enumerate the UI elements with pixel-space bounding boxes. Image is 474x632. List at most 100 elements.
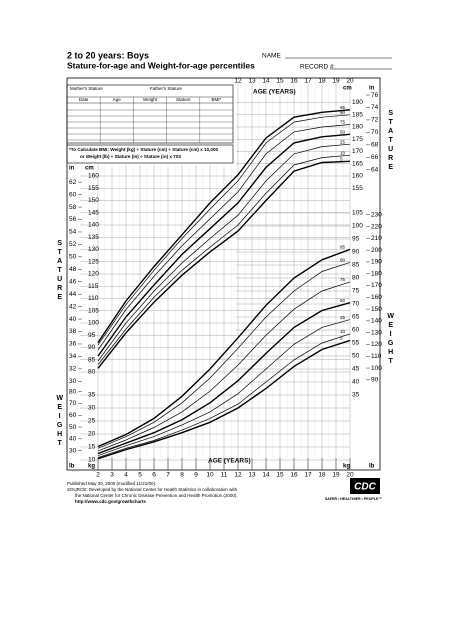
subtitle: Stature-for-age and Weight-for-age perce… (67, 60, 255, 70)
y2-tick-label: 180 (371, 270, 382, 277)
stature-axis-title: STATURE (387, 110, 394, 173)
x-tick-label: 9 (194, 472, 198, 479)
x-tick-label: 7 (166, 472, 170, 479)
y-tick-label: 150 (88, 197, 99, 204)
stature-axis-title: STATURE (56, 240, 63, 303)
unit: lb (69, 464, 75, 470)
y-tick-label: 35 (352, 392, 360, 399)
y-tick-label: 105 (352, 210, 363, 217)
x-axis-title: AGE (YEARS) (253, 89, 296, 96)
y2-tick-label: 190 (371, 259, 382, 266)
tagline: SAFER • HEALTHIER • PEOPLE™ (325, 497, 383, 501)
name-label: NAME (262, 53, 281, 60)
logo-box (350, 478, 380, 494)
y2-tick-label: 100 (371, 365, 382, 372)
percentile-label: 90 (340, 110, 346, 115)
percentile-curve (97, 154, 351, 365)
percentile-curve (97, 262, 351, 449)
title: 2 to 20 years: Boys (67, 50, 149, 60)
mother-stature: Mother's Stature (70, 86, 103, 91)
y-tick-label: 10 (88, 457, 96, 464)
y-tick-label: 140 (88, 222, 99, 229)
y2-tick-label: 52 (69, 241, 77, 248)
y-tick-label: 135 (88, 234, 99, 241)
x-tick-label: 20 (346, 78, 354, 85)
y-tick-label: 190 (352, 99, 363, 106)
unit: lb (369, 464, 375, 470)
x-tick-label: 16 (290, 472, 298, 479)
y-tick-label: 70 (352, 301, 360, 308)
percentile-curve (97, 281, 351, 452)
percentile-curve (97, 109, 351, 343)
percentile-curve (97, 114, 351, 346)
y2-tick-label: 54 (69, 229, 77, 236)
percentile-curve (97, 319, 351, 456)
y2-tick-label: 90 (371, 377, 379, 384)
y2-tick-label: 62 (69, 179, 77, 186)
y-tick-label: 105 (88, 307, 99, 314)
y2-tick-label: 46 (69, 278, 77, 285)
bmi-note: or Weight (lb) ÷ Stature (in) ÷ Stature … (80, 154, 181, 159)
y-tick-label: 115 (88, 283, 99, 290)
y-tick-label: 145 (88, 209, 99, 216)
y-tick-label: 160 (352, 173, 363, 180)
father-stature: Father's Stature (150, 86, 182, 91)
table-header: Stature (176, 97, 191, 102)
percentile-curve (97, 133, 351, 357)
y2-tick-label: 140 (371, 318, 382, 325)
y2-tick-label: 34 (69, 353, 77, 360)
x-tick-label: 13 (248, 78, 256, 85)
y2-tick-label: 42 (69, 303, 77, 310)
x-tick-label: 8 (180, 472, 184, 479)
y-tick-label: 130 (88, 246, 99, 253)
y2-tick-label: 210 (371, 235, 382, 242)
y2-tick-label: 200 (371, 247, 382, 254)
record-label: RECORD # (300, 64, 334, 71)
percentile-label: 5 (340, 336, 343, 341)
y-tick-label: 155 (88, 185, 99, 192)
y2-tick-label: 32 (69, 366, 77, 373)
x-tick-label: 13 (248, 472, 256, 479)
record-table (66, 84, 234, 144)
x-tick-label: 14 (262, 472, 270, 479)
y-tick-label: 50 (352, 353, 360, 360)
y-tick-label: 100 (88, 320, 99, 327)
percentile-label: 75 (340, 277, 346, 282)
y2-tick-label: 76 (371, 92, 379, 99)
y-tick-label: 90 (352, 249, 360, 256)
y2-tick-label: 230 (371, 211, 382, 218)
x-tick-label: 4 (124, 472, 128, 479)
y2-tick-label: 48 (69, 266, 77, 273)
footer: SOURCE: Developed by the National Center… (67, 487, 238, 492)
y-tick-label: 85 (88, 356, 96, 363)
table-header: Age (113, 97, 122, 102)
x-tick-label: 2 (96, 472, 100, 479)
y-tick-label: 65 (352, 314, 360, 321)
y2-tick-label: 80 (69, 388, 77, 395)
percentile-label: 50 (340, 298, 346, 303)
y2-tick-label: 44 (69, 291, 77, 298)
y-tick-label: 85 (352, 262, 360, 269)
y-tick-label: 155 (352, 185, 363, 192)
table-header: Weight (143, 97, 158, 102)
y2-tick-label: 50 (69, 254, 77, 261)
percentile-label: 75 (340, 120, 346, 125)
percentile-label: 25 (340, 139, 346, 144)
y2-tick-label: 36 (69, 341, 77, 348)
y-tick-label: 75 (352, 288, 360, 295)
x-tick-label: 6 (152, 472, 156, 479)
x-tick-label: 14 (262, 78, 270, 85)
y2-tick-label: 68 (371, 142, 379, 149)
y-tick-label: 110 (88, 295, 99, 302)
y2-tick-label: 160 (371, 294, 382, 301)
y2-tick-label: 30 (69, 447, 77, 454)
y2-tick-label: 60 (69, 191, 77, 198)
percentile-curve (97, 339, 351, 460)
table-header: Date (79, 97, 89, 102)
y2-tick-label: 50 (69, 424, 77, 431)
y2-tick-label: 60 (69, 412, 77, 419)
percentile-curve (97, 124, 351, 351)
y-tick-label: 95 (88, 332, 96, 339)
y-tick-label: 20 (88, 431, 96, 438)
